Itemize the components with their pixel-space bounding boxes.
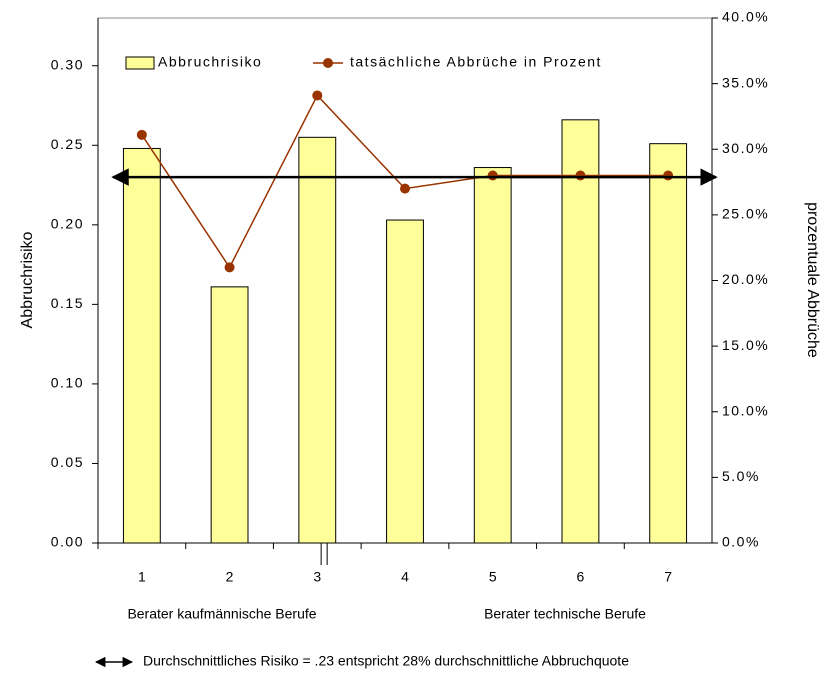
x-tick-label: 1 (138, 569, 146, 585)
y2-tick-label: 20.0% (722, 271, 769, 287)
y-tick-label: 0.05 (51, 454, 84, 470)
legend-label: Abbruchrisiko (158, 54, 262, 70)
legend-label: tatsächliche Abbrüche in Prozent (350, 54, 602, 70)
y-tick-label: 0.00 (51, 534, 84, 550)
line-marker (663, 170, 674, 181)
y-tick-label: 0.15 (51, 295, 84, 311)
y2-tick-label: 15.0% (722, 337, 769, 353)
y2-tick-label: 0.0% (722, 534, 760, 550)
line-marker (136, 129, 147, 140)
bar (473, 167, 512, 544)
group-label: Berater technische Berufe (484, 606, 646, 622)
line-marker (224, 262, 235, 273)
y2-tick-label: 40.0% (722, 9, 769, 25)
line-marker (312, 90, 323, 101)
x-tick-label: 5 (489, 569, 497, 585)
bar (386, 219, 424, 544)
line-marker (400, 183, 410, 194)
x-tick-label: 2 (226, 569, 234, 585)
y2-tick-label: 35.0% (722, 74, 769, 90)
x-tick-label: 4 (401, 569, 409, 585)
bar (298, 136, 337, 544)
bar (561, 119, 600, 544)
x-tick-label: 7 (664, 569, 672, 585)
bar (210, 286, 249, 544)
group-label: Berater kaufmännische Berufe (127, 606, 316, 622)
legend-swatch (125, 56, 155, 70)
line-marker (487, 170, 498, 181)
y-tick-label: 0.25 (51, 136, 84, 152)
legend-swatch (323, 58, 333, 68)
line-marker (575, 170, 586, 181)
y-axis-title: Abbruchrisiko (19, 231, 36, 328)
y2-tick-label: 10.0% (722, 402, 769, 418)
y-tick-label: 0.30 (51, 56, 84, 72)
bar (649, 143, 688, 544)
annotation: Durchschnittliches Risiko = .23 entspric… (143, 653, 629, 669)
x-tick-label: 6 (577, 569, 585, 585)
y2-axis-title: prozentuale Abbrüche (804, 202, 821, 358)
y2-tick-label: 25.0% (722, 206, 769, 222)
y2-tick-label: 5.0% (722, 468, 760, 484)
y2-tick-label: 30.0% (722, 140, 769, 156)
y-tick-label: 0.10 (51, 375, 84, 391)
x-tick-label: 3 (313, 569, 321, 585)
y-tick-label: 0.20 (51, 216, 84, 232)
bar (122, 147, 161, 544)
